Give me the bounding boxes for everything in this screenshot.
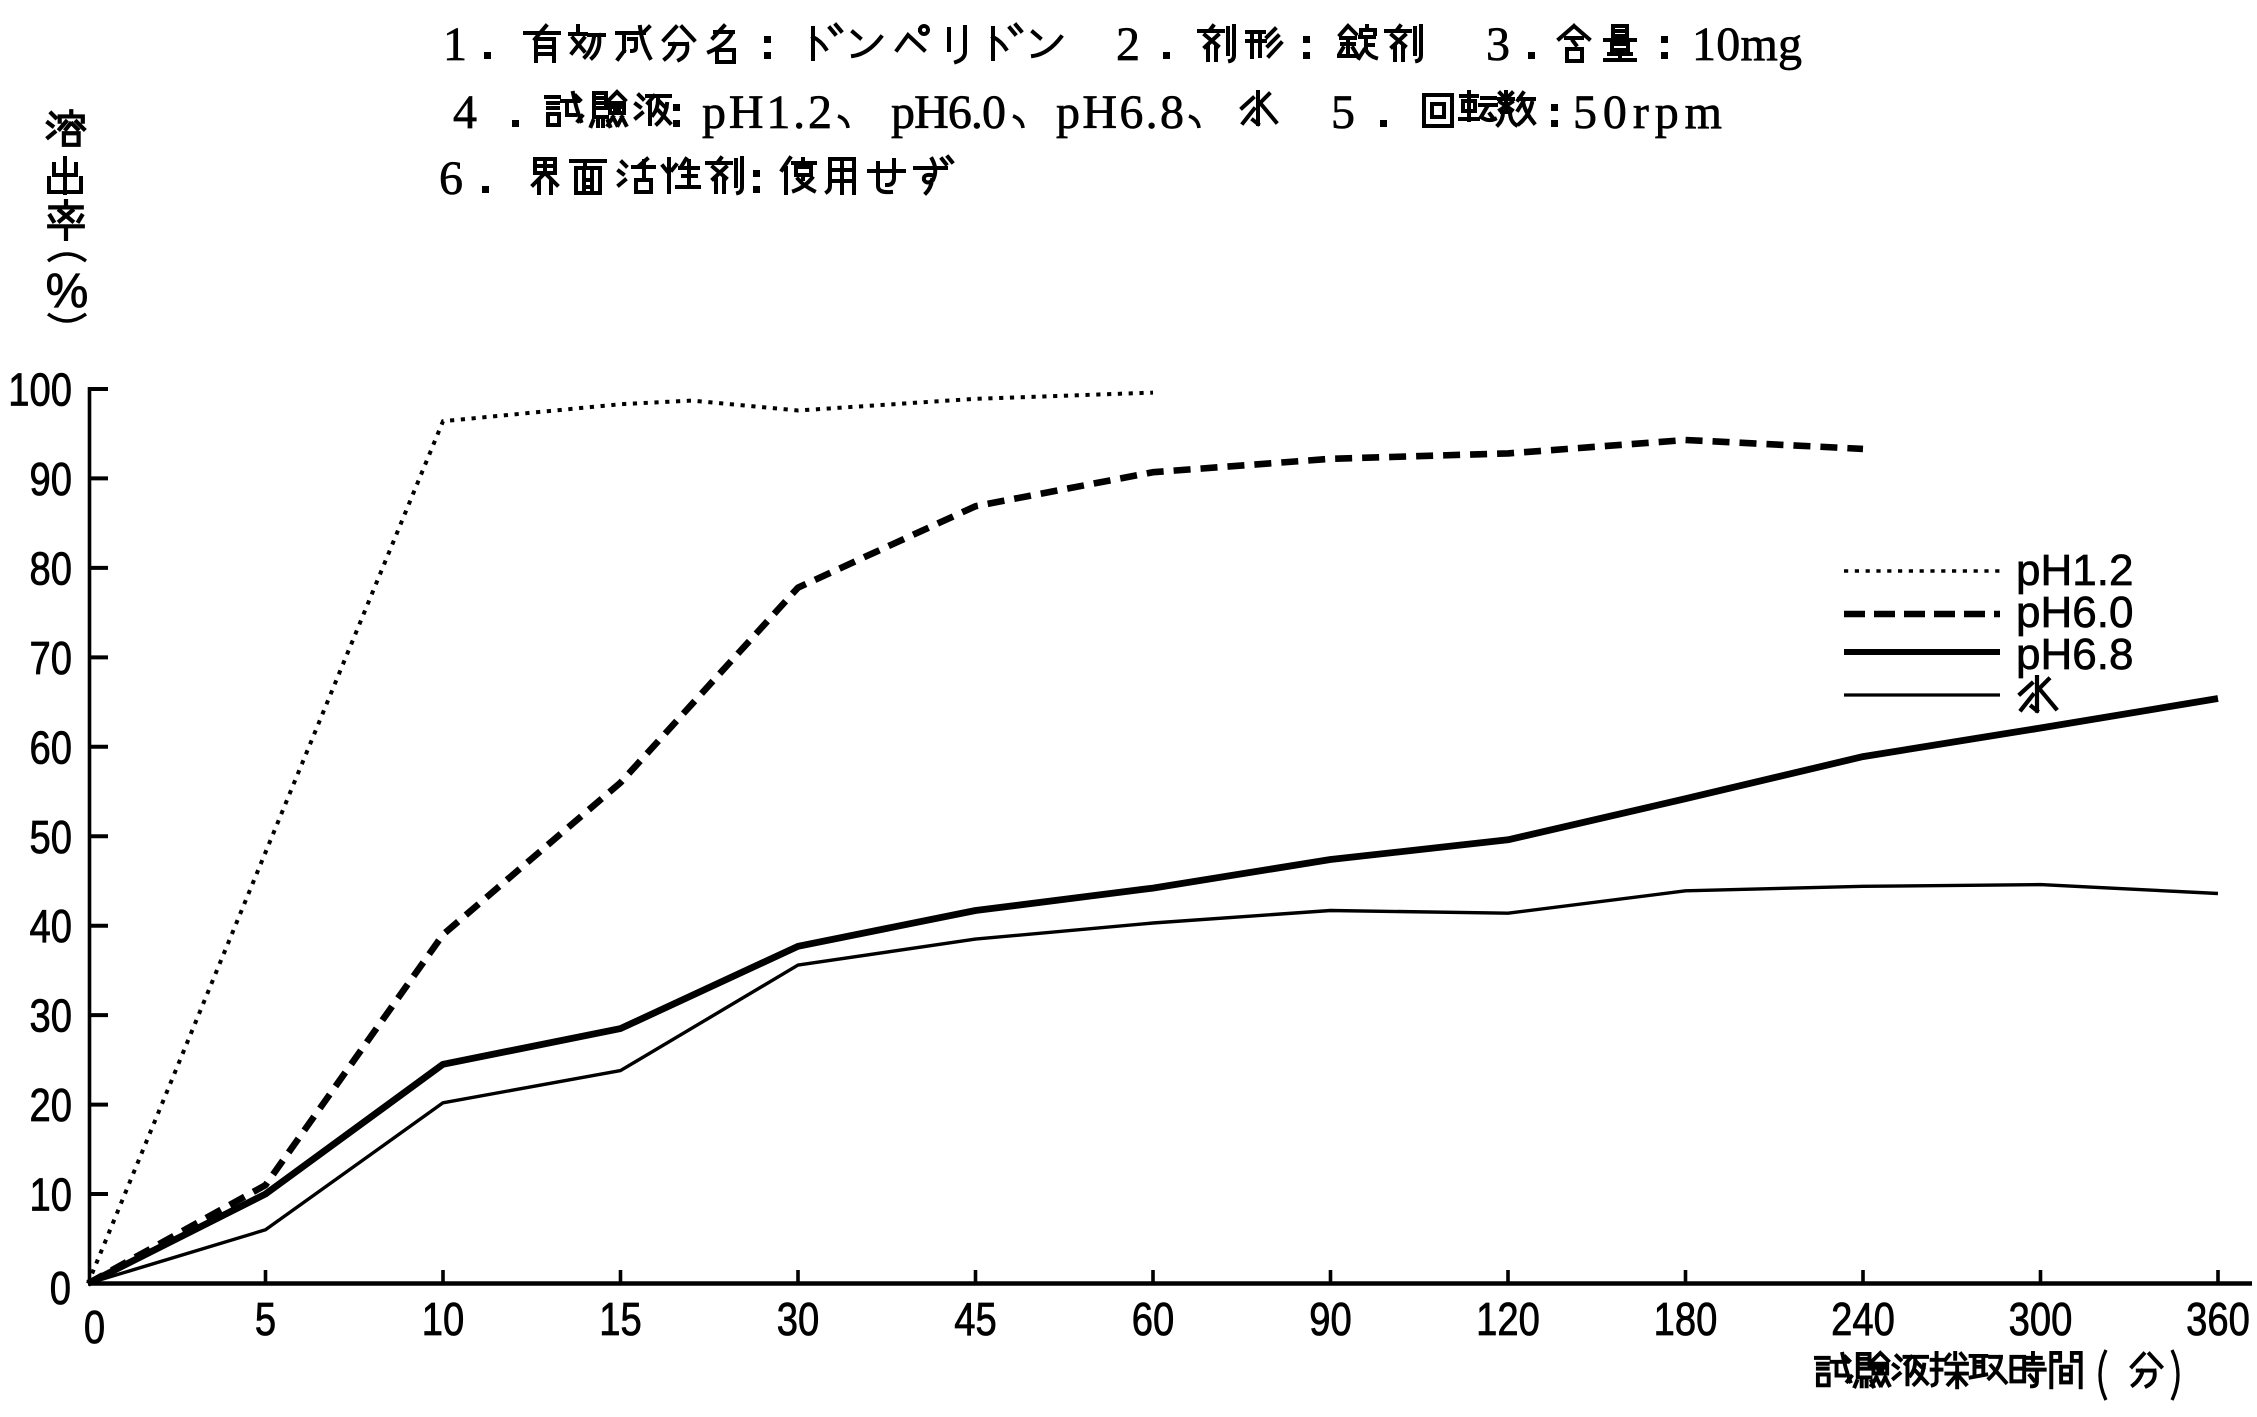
svg-text:4: 4 <box>453 86 477 139</box>
svg-text:120: 120 <box>1476 1294 1540 1345</box>
svg-text:180: 180 <box>1654 1294 1718 1345</box>
svg-text:240: 240 <box>1831 1294 1895 1345</box>
svg-text:60: 60 <box>1132 1294 1174 1345</box>
svg-text:10mg: 10mg <box>1692 18 1802 71</box>
svg-text:pH1.2: pH1.2 <box>702 86 832 139</box>
svg-text:20: 20 <box>30 1080 72 1131</box>
svg-text:pH6.0: pH6.0 <box>891 86 1006 139</box>
svg-text:30: 30 <box>30 990 72 1041</box>
svg-text:0: 0 <box>84 1302 105 1353</box>
svg-text:40: 40 <box>30 901 72 952</box>
svg-text:5: 5 <box>255 1294 276 1345</box>
svg-text:10: 10 <box>422 1294 464 1345</box>
svg-text:70: 70 <box>30 633 72 684</box>
svg-text:50: 50 <box>30 811 72 862</box>
svg-text:1: 1 <box>443 18 467 71</box>
svg-text:360: 360 <box>2186 1294 2250 1345</box>
svg-text:pH1.2: pH1.2 <box>2016 546 2133 595</box>
svg-text:15: 15 <box>599 1294 641 1345</box>
svg-text:0: 0 <box>50 1263 71 1314</box>
svg-text:80: 80 <box>30 543 72 594</box>
svg-text:90: 90 <box>30 454 72 505</box>
svg-text:6: 6 <box>439 152 463 205</box>
svg-text:%: % <box>46 265 89 318</box>
svg-text:pH6.8: pH6.8 <box>2016 630 2133 679</box>
svg-text:3: 3 <box>1486 18 1510 71</box>
svg-text:100: 100 <box>8 364 72 415</box>
svg-text:50rpm: 50rpm <box>1573 86 1722 139</box>
svg-text:45: 45 <box>954 1294 996 1345</box>
svg-text:pH6.8: pH6.8 <box>1056 86 1184 139</box>
svg-text:pH6.0: pH6.0 <box>2016 588 2133 637</box>
svg-text:60: 60 <box>30 722 72 773</box>
svg-text:10: 10 <box>30 1169 72 1220</box>
svg-text:300: 300 <box>2009 1294 2073 1345</box>
svg-text:30: 30 <box>777 1294 819 1345</box>
svg-text:2: 2 <box>1116 18 1140 71</box>
svg-text:90: 90 <box>1309 1294 1351 1345</box>
svg-text:5: 5 <box>1331 86 1355 139</box>
